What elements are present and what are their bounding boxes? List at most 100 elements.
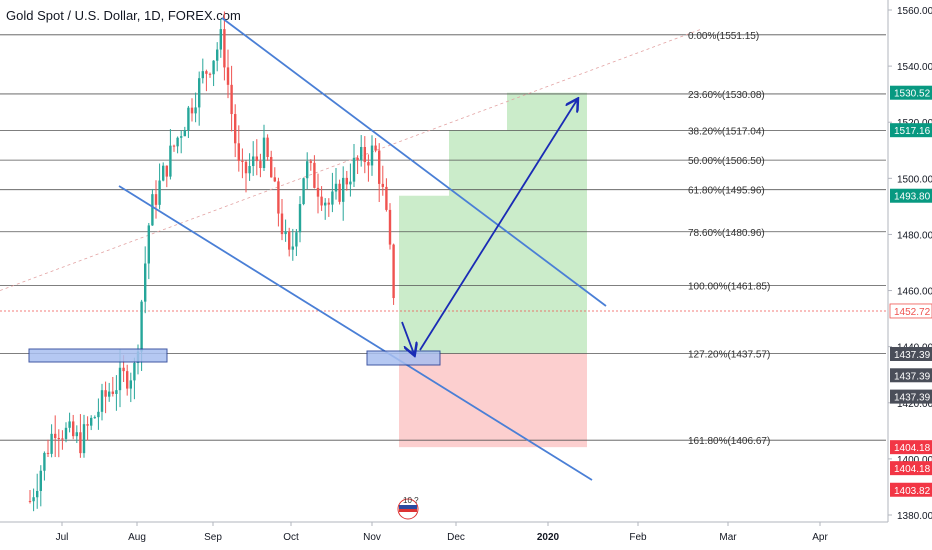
time-tick-label: Jul (56, 532, 69, 543)
price-badge (890, 482, 932, 497)
arrow-up-target[interactable] (419, 100, 577, 351)
candle-body (75, 432, 78, 437)
candle-body (270, 156, 273, 178)
candle-body (57, 437, 60, 439)
support-box-left[interactable] (28, 348, 168, 363)
price-badge (889, 303, 932, 319)
time-tick-label: Nov (363, 532, 381, 543)
price-badge (890, 188, 932, 203)
candle-body (187, 107, 190, 131)
candle-body (176, 137, 179, 147)
price-badge (890, 440, 932, 455)
price-tick-label: 1480.00 (897, 230, 932, 241)
candle-body (237, 143, 240, 161)
candle-body (363, 147, 366, 163)
candle-body (266, 137, 269, 157)
candle-body (72, 421, 75, 437)
price-badge (890, 123, 932, 138)
candle-body (172, 145, 176, 147)
candle-body (385, 186, 388, 210)
candle-body (140, 301, 143, 352)
candle-body (205, 71, 208, 74)
price-tick-label: 1540.00 (897, 62, 932, 73)
fib-level-label: 0.00%(1551.15) (688, 31, 759, 42)
candle-body (374, 145, 377, 151)
support-box-right[interactable] (366, 350, 441, 366)
candle-body (108, 391, 111, 397)
price-badge-label: 1404.18 (894, 443, 931, 454)
candle-body (244, 161, 248, 174)
candle-body (208, 73, 212, 75)
dashed-trend-line (0, 29, 701, 291)
candle-body (104, 390, 107, 397)
price-tick-label: 1400.00 (897, 455, 932, 466)
candle-body (158, 180, 161, 205)
fib-level-label: 50.00%(1506.50) (688, 156, 765, 167)
candle-body (277, 181, 280, 214)
candle-body (151, 194, 154, 226)
candle-body (280, 213, 284, 235)
price-badge (890, 389, 932, 404)
candle-body (252, 156, 255, 167)
candle-body (216, 49, 219, 61)
time-tick-label: Sep (204, 532, 222, 543)
candle-body (255, 156, 258, 162)
candle-body (324, 202, 327, 206)
time-tick-label: Mar (719, 532, 737, 543)
candle-body (183, 130, 186, 137)
candle-body (64, 427, 68, 439)
candle-body (82, 424, 86, 454)
candle-body (378, 150, 381, 184)
candle-body (68, 421, 71, 428)
target-zone-2 (449, 130, 507, 354)
candle-body (90, 417, 93, 426)
arrow-down[interactable] (401, 321, 414, 354)
candle-body (241, 160, 244, 162)
candle-body (154, 194, 158, 205)
candle-body (262, 137, 266, 169)
channel-lower-line[interactable] (118, 185, 593, 481)
price-badge-label: 1437.39 (894, 393, 931, 404)
candle-body (219, 29, 222, 50)
candle-body (370, 145, 374, 166)
price-badge-label: 1530.52 (894, 89, 931, 100)
fib-level-label: 161.80%(1406.67) (688, 436, 770, 447)
event-flag-stripe (399, 505, 417, 509)
target-zone-1 (399, 195, 449, 354)
candle-body (198, 78, 201, 108)
price-badge-label: 1493.80 (894, 192, 931, 203)
candle-body (46, 452, 50, 454)
candle-body (316, 187, 320, 197)
candle-body (313, 162, 316, 188)
price-badge (890, 85, 932, 100)
candle-body (259, 161, 262, 169)
price-badge (890, 461, 932, 476)
price-badge-label: 1437.39 (894, 371, 931, 382)
candle-body (61, 438, 64, 440)
candle-body (284, 231, 287, 235)
candle-body (291, 246, 294, 250)
candle-body (126, 371, 129, 389)
candle-body (388, 209, 392, 245)
price-tick-label: 1500.00 (897, 174, 932, 185)
candle-body (320, 196, 323, 206)
candle-body (345, 177, 348, 185)
candle-body (309, 161, 312, 163)
candle-body (28, 500, 32, 502)
channel-upper-line[interactable] (221, 17, 607, 307)
candle-body (248, 166, 251, 174)
fib-level-label: 61.80%(1495.96) (688, 186, 765, 197)
candle-body (360, 147, 363, 161)
time-tick-label: Oct (283, 532, 299, 543)
price-badge (890, 368, 932, 383)
candle-body (118, 367, 122, 391)
candle-body (226, 67, 230, 85)
candle-body (36, 490, 39, 498)
candle-body (295, 232, 298, 247)
stop-loss-zone (399, 353, 587, 448)
candle-body (129, 380, 132, 389)
price-tick-label: 1560.00 (897, 6, 932, 17)
candle-body (111, 391, 114, 394)
price-badge-label: 1517.16 (894, 126, 931, 137)
